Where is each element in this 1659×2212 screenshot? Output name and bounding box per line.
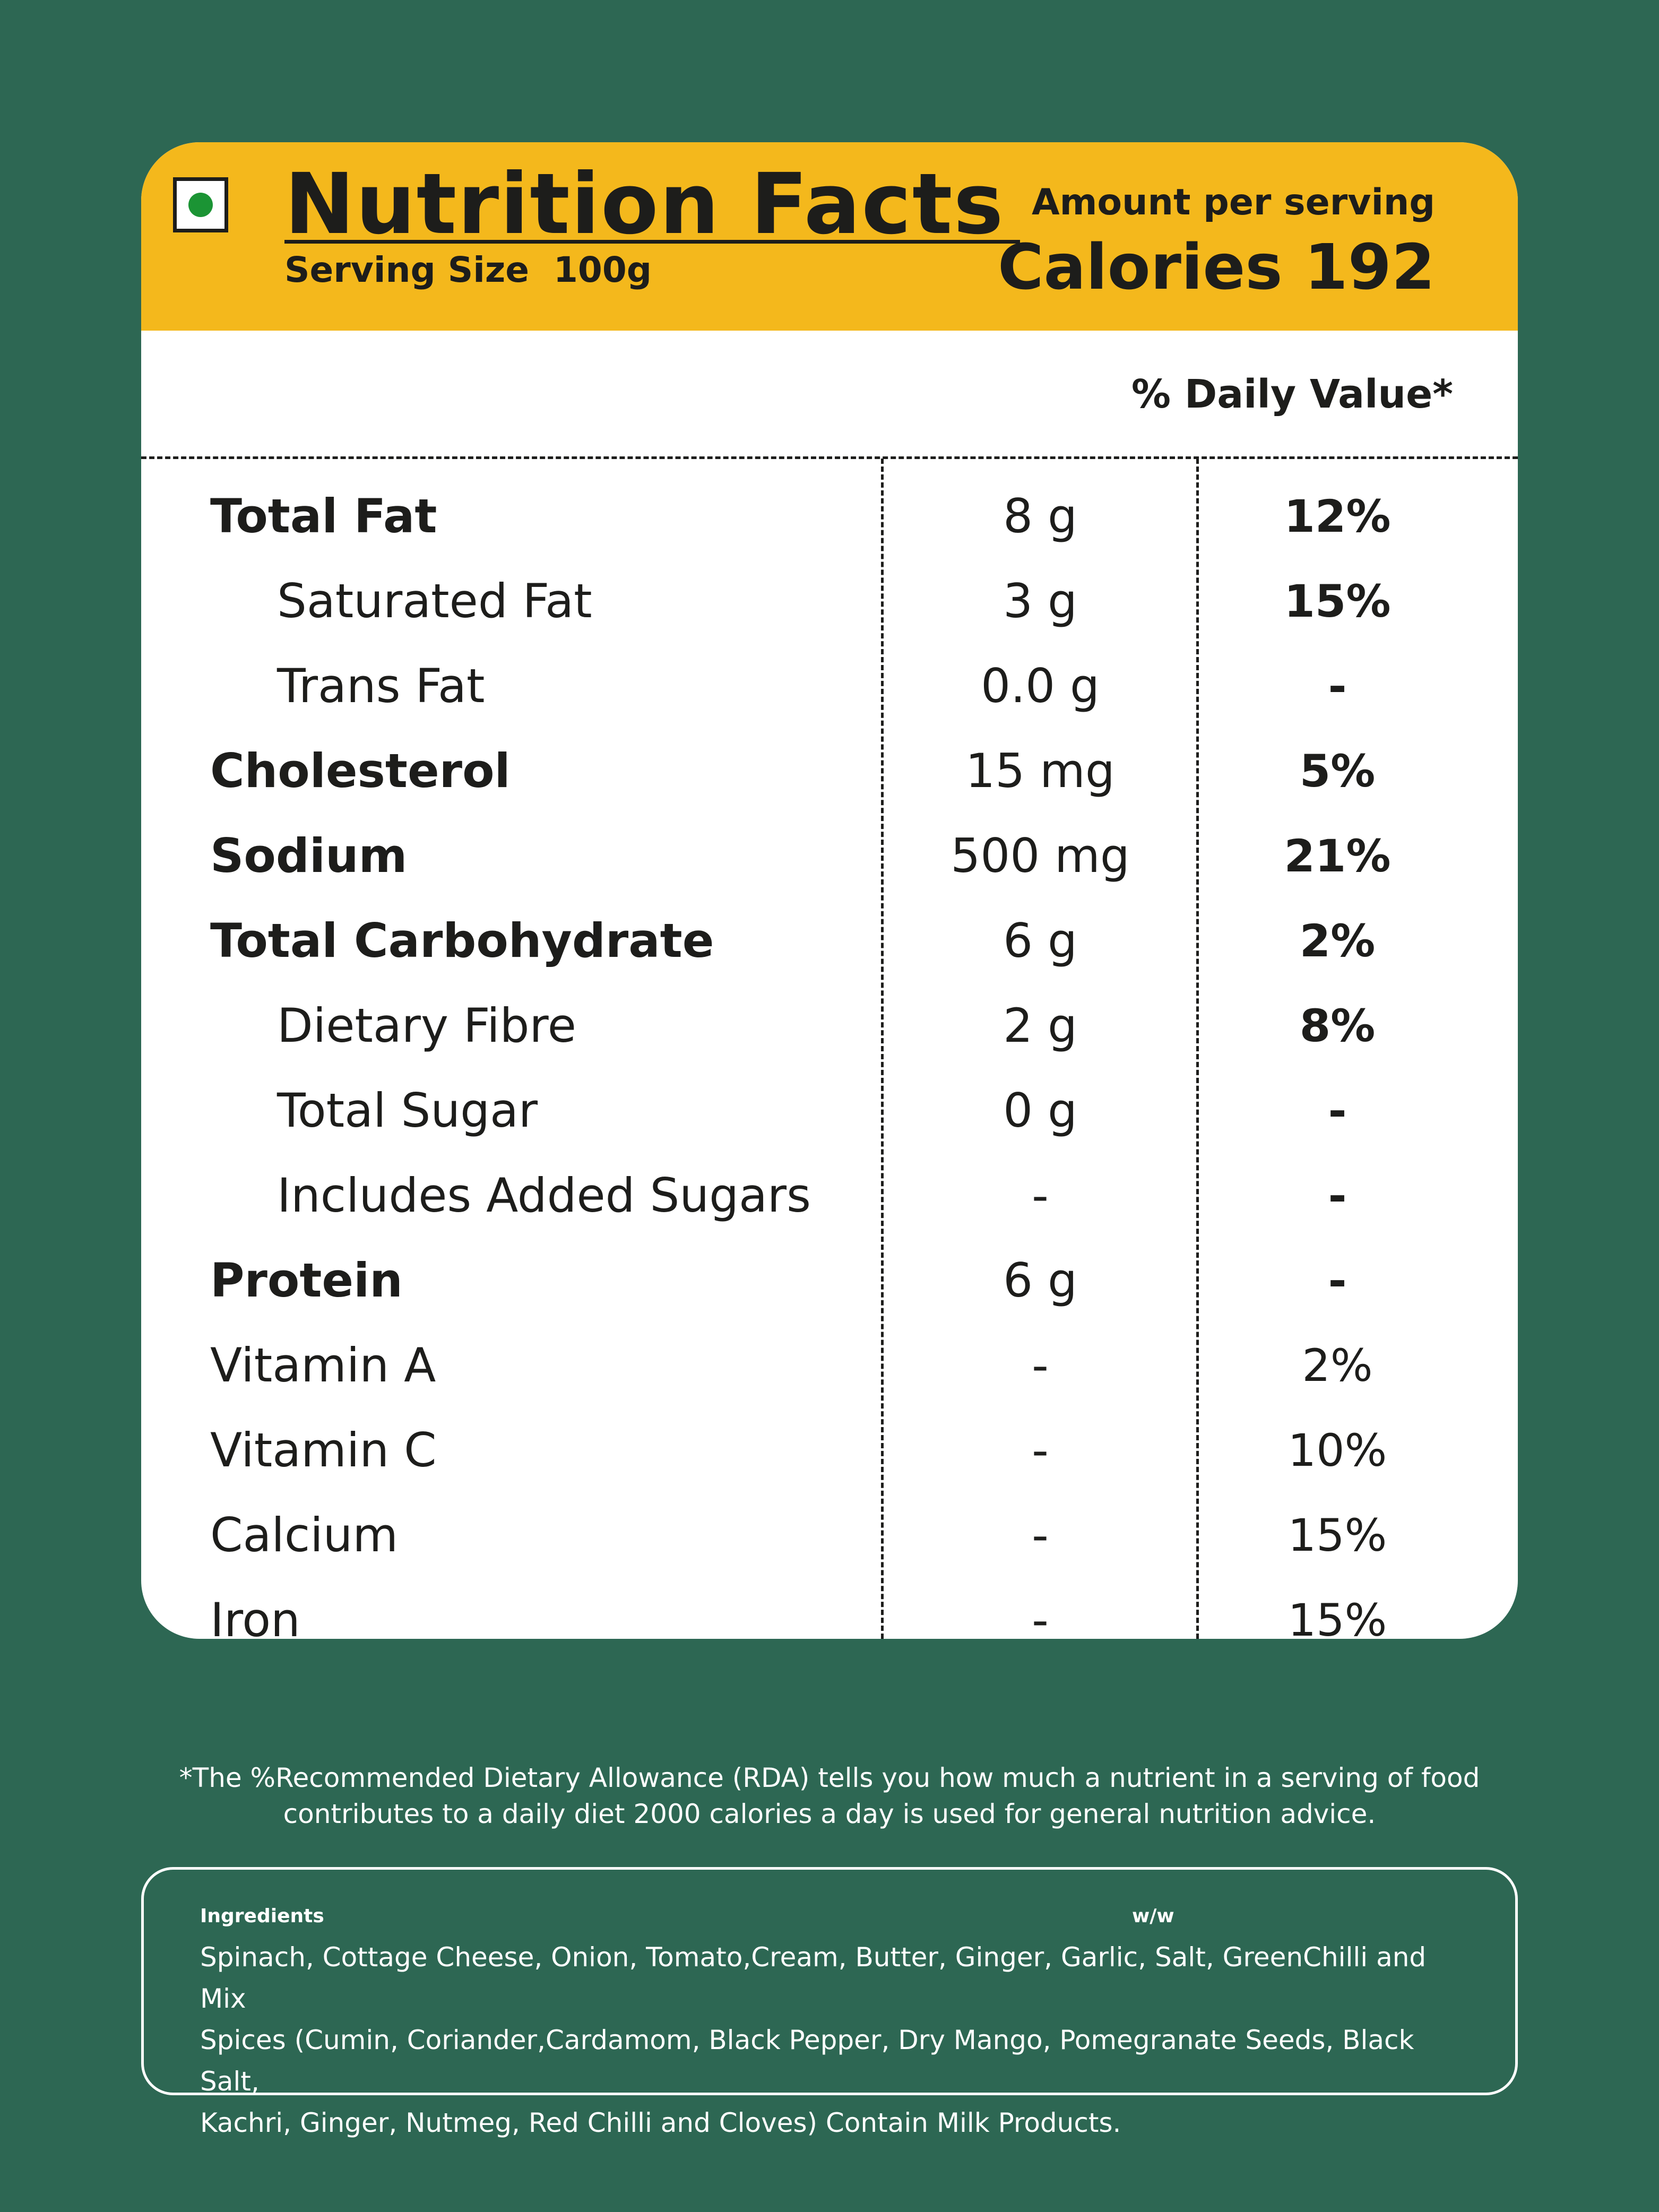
ingredients-line: Spices (Cumin, Coriander,Cardamom, Black… (200, 2025, 1414, 2097)
nutrient-name: Trans Fat (277, 659, 485, 713)
table-row: Protein 6 g - (141, 1246, 1518, 1315)
nutrient-amount: - (1032, 1168, 1049, 1223)
nutrient-amount: 500 mg (951, 828, 1130, 883)
nutrient-amount: 8 g (1003, 489, 1077, 543)
nutrient-amount: 15 mg (965, 744, 1115, 798)
table-row: Trans Fat 0.0 g - (141, 652, 1518, 721)
ingredients-line: Kachri, Ginger, Nutmeg, Red Chilli and C… (200, 2107, 1121, 2138)
nutrient-amount: 6 g (1003, 1253, 1077, 1308)
nutrient-name: Cholesterol (210, 744, 511, 798)
nutrient-amount: - (1032, 1338, 1049, 1393)
nutrient-amount: - (1032, 1593, 1049, 1639)
footnote-line: contributes to a daily diet 2000 calorie… (283, 1799, 1376, 1829)
nutrient-amount: 0.0 g (981, 659, 1100, 713)
amount-per-serving-label: Amount per serving (1031, 182, 1435, 223)
table-row: Total Carbohydrate 6 g 2% (141, 906, 1518, 975)
serving-size: Serving Size 100g (284, 249, 652, 290)
nutrient-name: Sodium (210, 828, 408, 883)
nutrient-daily-value: - (1328, 1085, 1347, 1137)
nutrient-name: Vitamin C (210, 1423, 437, 1477)
table-row: Includes Added Sugars - - (141, 1161, 1518, 1230)
nutrient-amount: - (1032, 1423, 1049, 1477)
nutrition-card: Nutrition Facts Serving Size 100g Amount… (141, 142, 1518, 1639)
table-row: Calcium - 15% (141, 1501, 1518, 1570)
nutrient-daily-value: 15% (1288, 1594, 1387, 1639)
nutrient-daily-value: 8% (1299, 1000, 1376, 1052)
title-underline (284, 240, 1020, 244)
calories-value: Calories 192 (997, 230, 1435, 304)
nutrient-name: Iron (210, 1593, 300, 1639)
nutrient-daily-value: 5% (1299, 745, 1376, 797)
nutrient-name: Dietary Fibre (277, 998, 576, 1053)
nutrient-name: Total Sugar (277, 1083, 538, 1138)
table-row: Dietary Fibre 2 g 8% (141, 991, 1518, 1060)
nutrient-daily-value: - (1328, 660, 1347, 712)
nutrient-daily-value: 15% (1288, 1509, 1387, 1561)
nutrient-daily-value: 2% (1299, 915, 1376, 967)
nutrient-name: Includes Added Sugars (277, 1168, 811, 1223)
nutrition-header-band: Nutrition Facts Serving Size 100g Amount… (141, 142, 1518, 331)
nutrient-daily-value: 15% (1284, 575, 1391, 627)
table-divider-vertical-1 (881, 459, 884, 1639)
table-row: Sodium 500 mg 21% (141, 822, 1518, 891)
nutrient-amount: 2 g (1003, 998, 1077, 1053)
ingredients-unit-label: w/w (1132, 1905, 1174, 1927)
ingredients-list: Spinach, Cottage Cheese, Onion, Tomato,C… (200, 1937, 1463, 2144)
ingredients-label: Ingredients (200, 1905, 324, 1927)
table-row: Total Fat 8 g 12% (141, 482, 1518, 551)
ingredients-line: Spinach, Cottage Cheese, Onion, Tomato,C… (200, 1942, 1427, 2014)
nutrition-facts-title: Nutrition Facts (284, 155, 1005, 253)
nutrient-name: Saturated Fat (277, 574, 592, 628)
table-row: Vitamin C - 10% (141, 1416, 1518, 1485)
nutrient-daily-value: 2% (1302, 1340, 1373, 1392)
ingredients-box: Ingredients w/w Spinach, Cottage Cheese,… (141, 1867, 1518, 2138)
footnote-line: *The %Recommended Dietary Allowance (RDA… (179, 1762, 1480, 1793)
nutrient-daily-value: 21% (1284, 830, 1391, 882)
nutrient-daily-value: 12% (1284, 490, 1391, 542)
nutrient-daily-value: - (1328, 1170, 1347, 1222)
nutrient-amount: 6 g (1003, 913, 1077, 968)
daily-value-header: % Daily Value* (1131, 371, 1453, 417)
table-row: Saturated Fat 3 g 15% (141, 567, 1518, 636)
table-row: Cholesterol 15 mg 5% (141, 737, 1518, 806)
table-divider-horizontal (141, 456, 1518, 459)
nutrient-name: Total Fat (210, 489, 437, 543)
nutrient-name: Vitamin A (210, 1338, 436, 1393)
nutrient-daily-value: - (1328, 1255, 1347, 1307)
nutrient-amount: 0 g (1003, 1083, 1077, 1138)
table-divider-vertical-2 (1196, 459, 1199, 1639)
nutrient-amount: 3 g (1003, 574, 1077, 628)
nutrient-daily-value: 10% (1288, 1424, 1387, 1476)
nutrient-name: Total Carbohydrate (210, 913, 714, 968)
nutrient-name: Calcium (210, 1508, 399, 1562)
table-row: Iron - 15% (141, 1586, 1518, 1639)
nutrient-name: Protein (210, 1253, 403, 1308)
nutrient-amount: - (1032, 1508, 1049, 1562)
veg-symbol-icon (173, 177, 228, 232)
veg-dot (188, 193, 213, 217)
table-row: Total Sugar 0 g - (141, 1076, 1518, 1145)
table-row: Vitamin A - 2% (141, 1331, 1518, 1400)
rda-footnote: *The %Recommended Dietary Allowance (RDA… (106, 1760, 1553, 1832)
